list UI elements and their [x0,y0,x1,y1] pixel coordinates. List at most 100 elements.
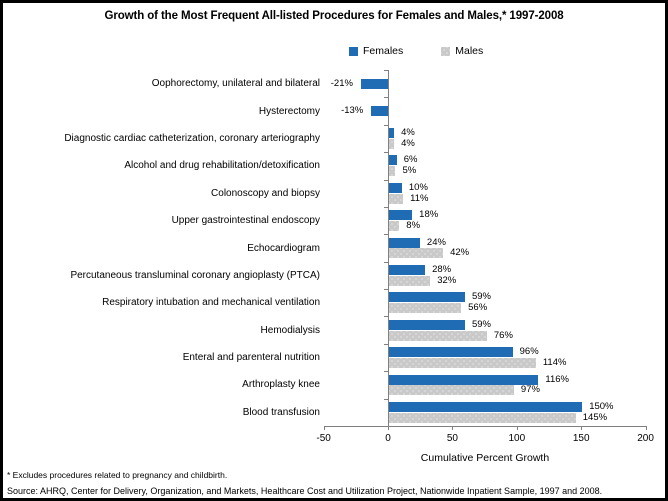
bar-males [389,275,431,286]
bar-value-label: 4% [401,137,415,149]
bar-value-label: 56% [468,302,488,314]
x-tick-label: 0 [385,433,391,444]
bar-value-label: 97% [520,384,540,396]
bar-females [389,319,465,330]
category-label: Diagnostic cardiac catheterization, coro… [64,132,320,144]
bar-value-label: 5% [402,165,417,177]
bar-value-label: 18% [419,209,439,221]
category-axis-tick [384,234,388,236]
x-axis-title: Cumulative Percent Growth [420,452,550,464]
category-axis-tick [384,206,388,208]
category-label: Echocardiogram [247,242,320,254]
bar-males [389,193,404,204]
x-axis-tick [388,426,389,430]
category-label: Respiratory intubation and mechanical ve… [102,297,320,309]
bar-males [389,412,576,423]
x-axis-tick [323,426,325,430]
bar-value-label: 32% [437,274,457,286]
legend-item-females: Females [349,45,403,57]
bar-females [389,182,402,193]
x-axis-tick [645,426,647,430]
bar-females [389,237,420,248]
bar-males [389,357,536,368]
x-axis-tick [581,426,583,430]
category-axis-tick [384,261,388,263]
category-axis-tick [384,152,388,154]
females-legend-swatch-icon [349,46,358,56]
category-label: Arthroplasty knee [242,379,320,391]
bar-females [389,155,397,166]
category-label: Upper gastrointestinal endoscopy [171,215,320,227]
bar-females [389,401,583,412]
category-axis-tick [384,289,388,291]
bar-value-label: 8% [406,220,421,231]
x-tick-label: 100 [508,433,526,444]
bar-value-label: 11% [410,192,429,204]
bar-value-label: 145% [582,411,608,423]
bar-value-label: 10% [408,181,428,193]
category-label: Hemodialysis [260,324,320,336]
category-axis-tick [384,179,388,181]
bar-females [389,128,395,139]
category-label: Blood transfusion [242,406,320,418]
category-axis-tick [384,371,388,373]
bar-value-label: 116% [545,373,569,385]
category-label: Oophorectomy, unilateral and bilateral [151,78,320,90]
category-label: Alcohol and drug rehabilitation/detoxifi… [124,160,320,172]
bar-females [389,374,539,385]
category-label: Hysterectomy [258,105,320,117]
bar-value-label: 96% [519,346,539,358]
bar-value-label: 24% [426,236,446,248]
x-axis-tick [452,426,454,430]
plot-area: -50 0 50 100 150 200 Oophorectomy, unilateral … [3,3,665,498]
x-axis-tick [516,426,518,430]
legend-item-males: Males [441,45,483,57]
bar-males [389,166,396,177]
category-axis-tick [384,70,388,71]
legend: Females Males [349,45,483,57]
category-label: Enteral and parenteral nutrition [182,352,320,364]
bar-value-label: 6% [403,154,418,166]
bar-females [389,210,413,221]
bar-females [389,264,426,275]
bar-females [389,347,513,358]
bar-males [389,303,462,314]
category-axis-tick [384,97,388,99]
bar-value-label: 114% [542,356,567,368]
category-label: Percutaneous transluminal coronary angio… [70,269,320,281]
x-tick-label: -50 [316,433,331,444]
bar-value-label: 150% [589,400,614,412]
x-axis-line [323,426,646,427]
bar-females [371,106,388,117]
males-legend-swatch-icon [441,46,451,56]
bar-females [389,292,465,303]
bar-males [389,248,444,259]
bar-females [360,78,388,89]
x-tick-label: 200 [637,433,654,444]
category-label: Colonoscopy and biopsy [211,187,320,199]
bar-value-label: -21% [330,77,353,89]
category-axis-tick [384,398,388,400]
bar-males [389,221,400,231]
category-axis-tick [384,316,388,318]
bar-males [389,138,395,149]
category-axis-tick [384,124,388,126]
category-axis-line [388,70,389,426]
category-axis-tick [384,343,388,345]
bar-value-label: -13% [341,105,364,117]
chart-title: Growth of the Most Frequent All-listed P… [104,10,564,22]
bar-value-label: 4% [401,127,415,139]
bar-value-label: 42% [450,247,470,259]
legend-females-label: Females [363,45,404,57]
bar-males [389,330,487,341]
footnote-exclusion: * Excludes procedures related to pregnan… [7,470,228,480]
bar-males [389,385,514,396]
bar-value-label: 59% [471,318,491,330]
footnote-source: Source: AHRQ, Center for Delivery, Organ… [7,486,603,496]
bar-value-label: 28% [432,263,452,275]
x-tick-label: 150 [572,433,590,444]
bar-value-label: 76% [493,329,513,341]
legend-males-label: Males [455,45,484,57]
x-tick-label: 50 [446,433,458,444]
